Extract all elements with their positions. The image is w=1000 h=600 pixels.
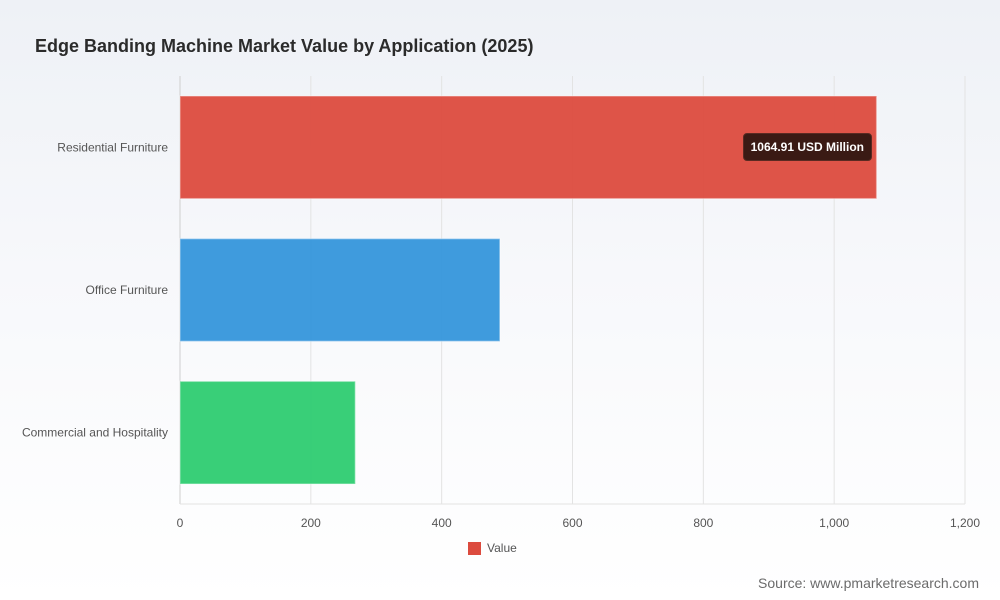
legend-swatch	[468, 541, 481, 555]
chart-title: Edge Banding Machine Market Value by App…	[35, 36, 534, 56]
legend-label: Value	[487, 541, 517, 555]
x-axis-ticks: 0 200 400 600 800 1,000 1,200	[177, 516, 981, 530]
bar[interactable]	[179, 237, 501, 343]
y-axis-labels: Residential Furniture Office Furniture Com…	[22, 140, 168, 439]
x-tick-label: 0	[177, 516, 184, 530]
value-tooltip: 1064.91 USD Million	[742, 133, 872, 162]
x-tick-label: 200	[301, 516, 321, 530]
source-note: Source: www.pmarketresearch.com	[758, 575, 979, 591]
x-tick-label: 800	[693, 516, 713, 530]
x-tick-label: 1,200	[950, 516, 980, 530]
x-tick-label: 400	[432, 516, 452, 530]
x-tick-label: 600	[562, 516, 582, 530]
legend[interactable]: Value	[468, 541, 517, 555]
y-category-label: Residential Furniture	[57, 140, 168, 154]
bar[interactable]	[179, 380, 357, 485]
y-category-label: Office Furniture	[86, 283, 169, 297]
x-tick-label: 1,000	[819, 516, 849, 530]
y-category-label: Commercial and Hospitality	[22, 426, 168, 440]
